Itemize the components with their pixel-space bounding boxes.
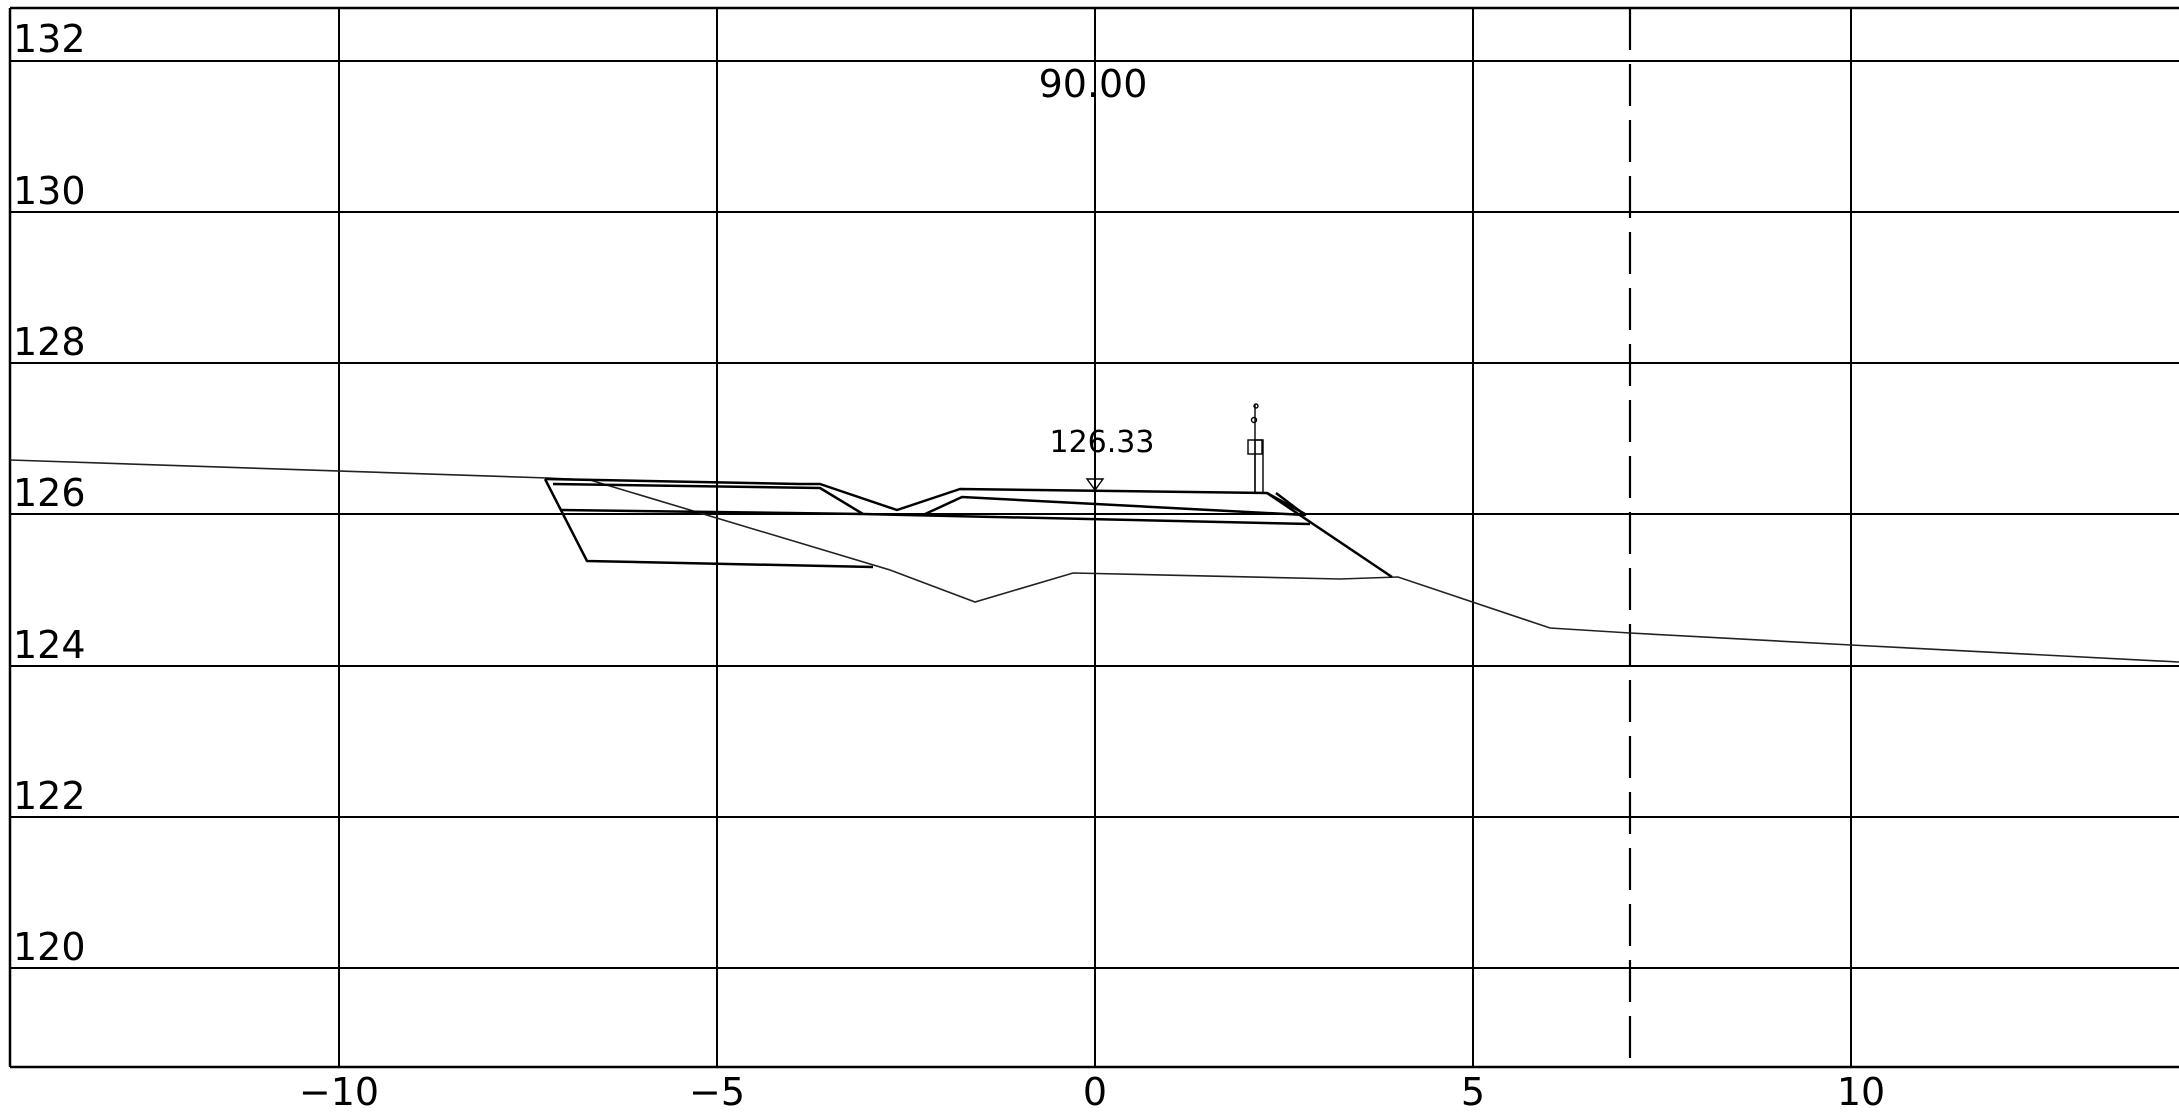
y-tick-label: 132 (13, 17, 86, 61)
x-tick-label: 10 (1837, 1070, 1885, 1114)
y-tick-label: 124 (13, 623, 86, 667)
elevation-marker-triangle-icon (1085, 478, 1105, 492)
y-tick-label: 122 (13, 774, 86, 818)
vertical-grid (338, 8, 1852, 1067)
subgrade-line (559, 508, 1311, 526)
right-carriageway-base (922, 492, 1307, 517)
x-tick-label: −10 (299, 1070, 379, 1114)
y-tick-label: 130 (13, 169, 86, 213)
x-tick-label: −5 (689, 1070, 745, 1114)
design-elevation-label: 126.33 (1050, 425, 1155, 460)
right-fill-slope (1266, 491, 1393, 579)
y-tick-label: 126 (13, 471, 86, 515)
road-template (543, 477, 1393, 579)
y-tick-label: 120 (13, 925, 86, 969)
left-fill-slope (543, 478, 874, 569)
x-tick-label: 0 (1083, 1070, 1107, 1114)
left-carriageway-base (552, 482, 864, 516)
station-label: 90.00 (1039, 62, 1148, 106)
x-tick-label: 5 (1461, 1070, 1485, 1114)
sign-post-icon (1247, 403, 1264, 494)
y-tick-label: 128 (13, 320, 86, 364)
